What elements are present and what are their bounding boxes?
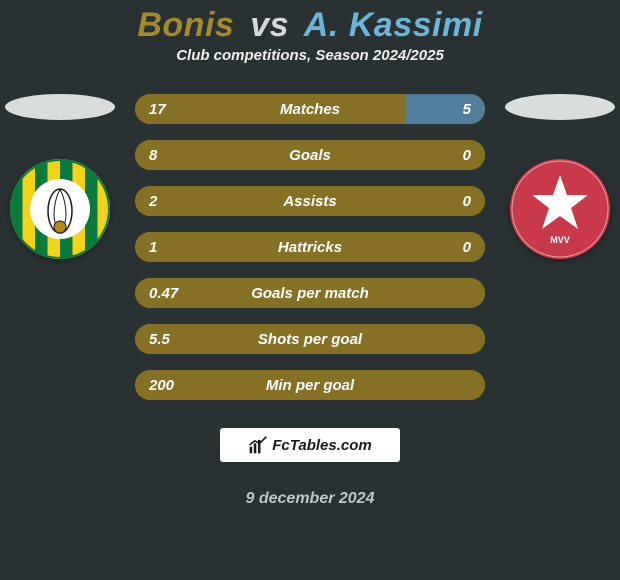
branding-badge: FcTables.com [220, 428, 400, 462]
stat-label: Min per goal [135, 377, 485, 394]
stat-row-hattricks: 10Hattricks [135, 232, 485, 262]
right-shadow-ellipse [505, 94, 615, 120]
stat-label: Matches [135, 101, 485, 118]
stat-bars: 175Matches 80Goals 20Assists 10Hattricks 0.4… [135, 94, 485, 416]
title-vs: vs [250, 6, 289, 44]
left-club-badge-svg [10, 159, 110, 259]
stat-label: Hattricks [135, 239, 485, 256]
subtitle: Club competitions, Season 2024/2025 [0, 47, 620, 64]
stat-label: Assists [135, 193, 485, 210]
stat-label: Shots per goal [135, 331, 485, 348]
stat-row-goals-per-match: 0.47Goals per match [135, 278, 485, 308]
player-right-name: A. Kassimi [304, 6, 483, 44]
branding-text: FcTables.com [272, 437, 371, 454]
player-left-name: Bonis [137, 6, 234, 44]
stat-row-goals: 80Goals [135, 140, 485, 170]
svg-text:MVV: MVV [550, 235, 570, 245]
date-text: 9 december 2024 [0, 490, 620, 508]
stat-row-matches: 175Matches [135, 94, 485, 124]
left-shadow-ellipse [5, 94, 115, 120]
right-club-badge-svg: MVV [510, 159, 610, 259]
comparison-title: Bonis vs A. Kassimi [0, 0, 620, 45]
stat-row-assists: 20Assists [135, 186, 485, 216]
stat-row-min-per-goal: 200Min per goal [135, 370, 485, 400]
left-club-badge [10, 159, 110, 259]
comparison-area: MVV 175Matches 80Goals 20Assists 10Hattrick… [0, 94, 620, 414]
stat-label: Goals per match [135, 285, 485, 302]
stat-label: Goals [135, 147, 485, 164]
right-club-badge: MVV [510, 159, 610, 259]
chart-icon [248, 435, 268, 455]
stat-row-shots-per-goal: 5.5Shots per goal [135, 324, 485, 354]
